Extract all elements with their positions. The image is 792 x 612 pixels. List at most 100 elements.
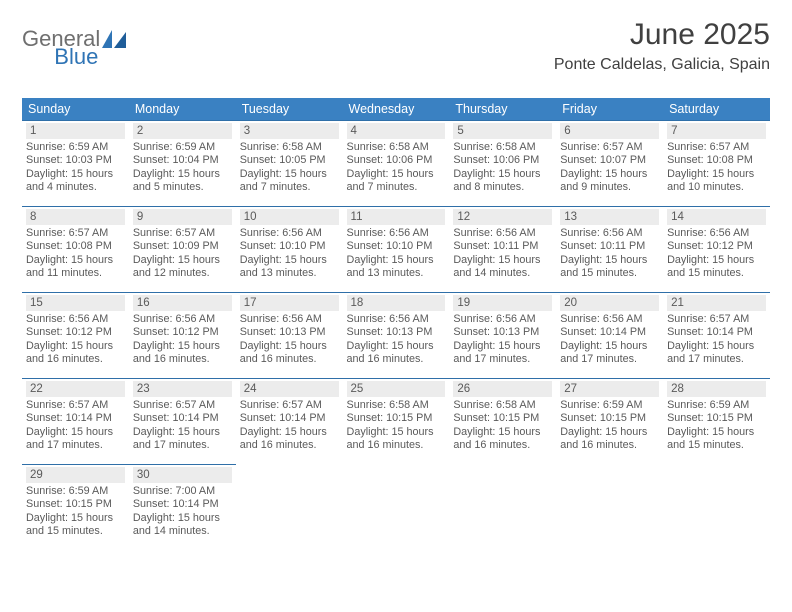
sunset-line: Sunset: 10:10 PM <box>347 240 446 253</box>
calendar-cell <box>556 465 663 551</box>
daylight-line: Daylight: 15 hours and 13 minutes. <box>347 254 446 281</box>
calendar-cell <box>343 465 450 551</box>
sunset-line: Sunset: 10:14 PM <box>133 412 232 425</box>
sunset-line: Sunset: 10:08 PM <box>667 154 766 167</box>
day-number: 29 <box>26 467 125 483</box>
calendar-cell: 13Sunrise: 6:56 AMSunset: 10:11 PMDaylig… <box>556 207 663 293</box>
calendar-cell <box>663 465 770 551</box>
sunset-line: Sunset: 10:13 PM <box>453 326 552 339</box>
calendar-cell: 14Sunrise: 6:56 AMSunset: 10:12 PMDaylig… <box>663 207 770 293</box>
calendar-cell: 7Sunrise: 6:57 AMSunset: 10:08 PMDayligh… <box>663 121 770 207</box>
calendar-cell: 29Sunrise: 6:59 AMSunset: 10:15 PMDaylig… <box>22 465 129 551</box>
calendar-cell <box>236 465 343 551</box>
sunset-line: Sunset: 10:15 PM <box>453 412 552 425</box>
day-number: 10 <box>240 209 339 225</box>
sunset-line: Sunset: 10:14 PM <box>133 498 232 511</box>
calendar-cell: 5Sunrise: 6:58 AMSunset: 10:06 PMDayligh… <box>449 121 556 207</box>
sunset-line: Sunset: 10:14 PM <box>240 412 339 425</box>
calendar-cell: 2Sunrise: 6:59 AMSunset: 10:04 PMDayligh… <box>129 121 236 207</box>
daylight-line: Daylight: 15 hours and 17 minutes. <box>453 340 552 367</box>
calendar-cell: 22Sunrise: 6:57 AMSunset: 10:14 PMDaylig… <box>22 379 129 465</box>
day-number: 8 <box>26 209 125 225</box>
day-number: 11 <box>347 209 446 225</box>
page-title: June 2025 <box>554 18 770 52</box>
sunset-line: Sunset: 10:15 PM <box>560 412 659 425</box>
sunset-line: Sunset: 10:08 PM <box>26 240 125 253</box>
calendar-week: 22Sunrise: 6:57 AMSunset: 10:14 PMDaylig… <box>22 379 770 465</box>
dayhead-sat: Saturday <box>663 98 770 121</box>
calendar-cell: 15Sunrise: 6:56 AMSunset: 10:12 PMDaylig… <box>22 293 129 379</box>
calendar-cell: 3Sunrise: 6:58 AMSunset: 10:05 PMDayligh… <box>236 121 343 207</box>
sunrise-line: Sunrise: 6:59 AM <box>667 399 766 412</box>
daylight-line: Daylight: 15 hours and 16 minutes. <box>347 426 446 453</box>
calendar-cell: 30Sunrise: 7:00 AMSunset: 10:14 PMDaylig… <box>129 465 236 551</box>
day-number: 5 <box>453 123 552 139</box>
dayhead-sun: Sunday <box>22 98 129 121</box>
calendar-cell: 28Sunrise: 6:59 AMSunset: 10:15 PMDaylig… <box>663 379 770 465</box>
calendar-week: 1Sunrise: 6:59 AMSunset: 10:03 PMDayligh… <box>22 121 770 207</box>
sunrise-line: Sunrise: 6:58 AM <box>240 141 339 154</box>
calendar-cell: 9Sunrise: 6:57 AMSunset: 10:09 PMDayligh… <box>129 207 236 293</box>
sunset-line: Sunset: 10:14 PM <box>667 326 766 339</box>
day-number: 19 <box>453 295 552 311</box>
brand-word-2: Blue <box>54 44 98 70</box>
sail-icon <box>102 30 128 48</box>
day-number: 23 <box>133 381 232 397</box>
daylight-line: Daylight: 15 hours and 16 minutes. <box>240 426 339 453</box>
sunrise-line: Sunrise: 6:56 AM <box>453 227 552 240</box>
day-number: 26 <box>453 381 552 397</box>
day-number: 12 <box>453 209 552 225</box>
daylight-line: Daylight: 15 hours and 15 minutes. <box>667 426 766 453</box>
location-text: Ponte Caldelas, Galicia, Spain <box>554 56 770 74</box>
sunset-line: Sunset: 10:11 PM <box>560 240 659 253</box>
sunrise-line: Sunrise: 6:59 AM <box>26 485 125 498</box>
daylight-line: Daylight: 15 hours and 7 minutes. <box>347 168 446 195</box>
calendar-week: 15Sunrise: 6:56 AMSunset: 10:12 PMDaylig… <box>22 293 770 379</box>
sunrise-line: Sunrise: 6:56 AM <box>453 313 552 326</box>
daylight-line: Daylight: 15 hours and 16 minutes. <box>347 340 446 367</box>
calendar-cell: 27Sunrise: 6:59 AMSunset: 10:15 PMDaylig… <box>556 379 663 465</box>
calendar-cell: 19 Sunrise: 6:56 AMSunset: 10:13 PMDaylig… <box>449 293 556 379</box>
sunrise-line: Sunrise: 6:57 AM <box>560 141 659 154</box>
calendar-cell: 23Sunrise: 6:57 AMSunset: 10:14 PMDaylig… <box>129 379 236 465</box>
sunset-line: Sunset: 10:13 PM <box>240 326 339 339</box>
day-number: 24 <box>240 381 339 397</box>
calendar-cell: 1Sunrise: 6:59 AMSunset: 10:03 PMDayligh… <box>22 121 129 207</box>
sunset-line: Sunset: 10:03 PM <box>26 154 125 167</box>
calendar-cell: 10Sunrise: 6:56 AMSunset: 10:10 PMDaylig… <box>236 207 343 293</box>
daylight-line: Daylight: 15 hours and 7 minutes. <box>240 168 339 195</box>
day-number: 1 <box>26 123 125 139</box>
day-number: 13 <box>560 209 659 225</box>
daylight-line: Daylight: 15 hours and 4 minutes. <box>26 168 125 195</box>
sunrise-line: Sunrise: 6:56 AM <box>560 313 659 326</box>
sunrise-line: Sunrise: 6:56 AM <box>240 227 339 240</box>
day-number: 18 <box>347 295 446 311</box>
sunset-line: Sunset: 10:06 PM <box>347 154 446 167</box>
daylight-line: Daylight: 15 hours and 15 minutes. <box>26 512 125 539</box>
calendar-cell: 18Sunrise: 6:56 AMSunset: 10:13 PMDaylig… <box>343 293 450 379</box>
dayhead-thu: Thursday <box>449 98 556 121</box>
daylight-line: Daylight: 15 hours and 17 minutes. <box>26 426 125 453</box>
sunset-line: Sunset: 10:14 PM <box>560 326 659 339</box>
daylight-line: Daylight: 15 hours and 16 minutes. <box>560 426 659 453</box>
sunset-line: Sunset: 10:15 PM <box>347 412 446 425</box>
day-number: 30 <box>133 467 232 483</box>
sunrise-line: Sunrise: 6:56 AM <box>240 313 339 326</box>
day-number: 17 <box>240 295 339 311</box>
sunrise-line: Sunrise: 6:58 AM <box>347 141 446 154</box>
day-number: 25 <box>347 381 446 397</box>
day-number: 16 <box>133 295 232 311</box>
daylight-line: Daylight: 15 hours and 16 minutes. <box>133 340 232 367</box>
calendar-cell: 16Sunrise: 6:56 AMSunset: 10:12 PMDaylig… <box>129 293 236 379</box>
daylight-line: Daylight: 15 hours and 13 minutes. <box>240 254 339 281</box>
header-row: General Blue June 2025 Ponte Caldelas, G… <box>22 18 770 88</box>
sunrise-line: Sunrise: 6:57 AM <box>26 399 125 412</box>
daylight-line: Daylight: 15 hours and 15 minutes. <box>667 254 766 281</box>
sunset-line: Sunset: 10:12 PM <box>667 240 766 253</box>
day-number: 21 <box>667 295 766 311</box>
sunrise-line: Sunrise: 6:56 AM <box>347 313 446 326</box>
sunrise-line: Sunrise: 7:00 AM <box>133 485 232 498</box>
daylight-line: Daylight: 15 hours and 12 minutes. <box>133 254 232 281</box>
calendar-week: 8Sunrise: 6:57 AMSunset: 10:08 PMDayligh… <box>22 207 770 293</box>
calendar-cell <box>449 465 556 551</box>
